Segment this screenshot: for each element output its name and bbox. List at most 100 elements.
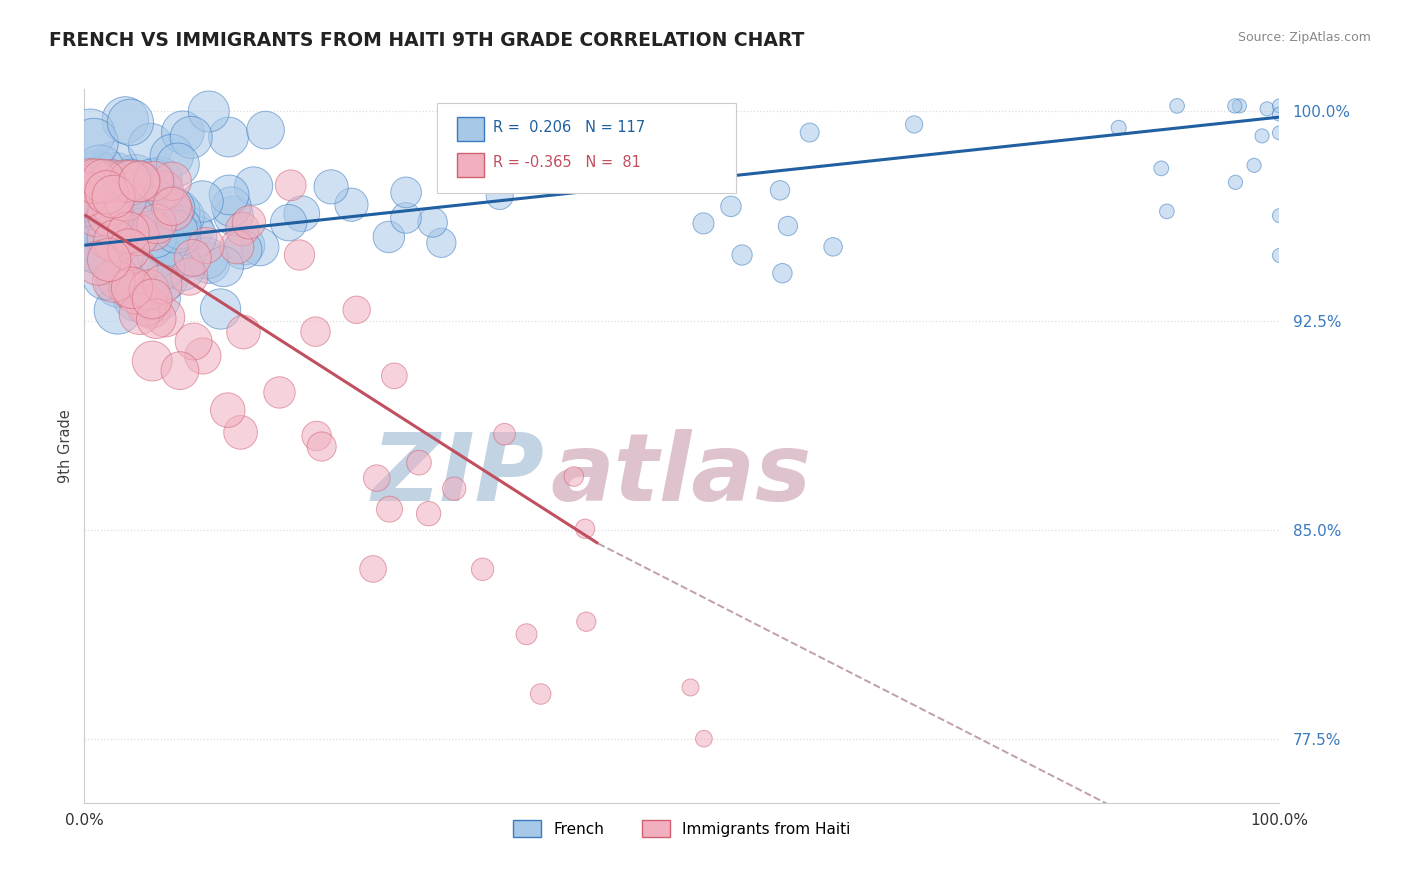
- Point: [107, 271, 129, 285]
- Point: [131, 202, 153, 216]
- Point: [165, 225, 187, 239]
- Point: [198, 256, 221, 270]
- Point: [118, 243, 141, 257]
- Point: [269, 385, 291, 400]
- Point: [103, 189, 125, 203]
- Point: [103, 274, 125, 288]
- Point: [340, 198, 363, 212]
- Point: [169, 227, 191, 242]
- Point: [79, 127, 101, 141]
- Point: [172, 125, 194, 139]
- Point: [125, 286, 148, 301]
- Point: [155, 310, 177, 325]
- Point: [149, 172, 172, 186]
- Point: [97, 211, 120, 226]
- Point: [1268, 248, 1291, 262]
- Point: [172, 262, 194, 277]
- Point: [89, 198, 111, 212]
- Point: [127, 262, 149, 277]
- Point: [1225, 175, 1247, 189]
- Point: [1223, 99, 1246, 113]
- Point: [693, 731, 716, 746]
- Point: [232, 325, 254, 339]
- Point: [231, 243, 253, 257]
- Point: [242, 179, 264, 194]
- Point: [162, 225, 184, 239]
- Point: [644, 165, 666, 179]
- Text: R =  0.206   N = 117: R = 0.206 N = 117: [494, 120, 645, 135]
- Point: [799, 126, 821, 140]
- Point: [145, 217, 167, 231]
- Point: [1268, 126, 1291, 140]
- Point: [87, 174, 110, 188]
- Point: [135, 298, 157, 312]
- Point: [96, 186, 118, 200]
- Point: [98, 201, 121, 215]
- Point: [231, 222, 253, 236]
- Point: [128, 307, 150, 321]
- Point: [96, 227, 118, 242]
- Point: [238, 215, 260, 229]
- Point: [83, 200, 105, 214]
- Point: [181, 251, 204, 265]
- Point: [679, 681, 702, 695]
- Point: [395, 186, 418, 200]
- Point: [86, 242, 108, 256]
- Point: [184, 229, 207, 244]
- Point: [235, 238, 257, 252]
- Point: [104, 234, 127, 248]
- Point: [562, 469, 585, 483]
- Point: [162, 201, 184, 215]
- Point: [167, 204, 190, 219]
- Point: [305, 429, 328, 443]
- Point: [488, 189, 510, 203]
- Text: FRENCH VS IMMIGRANTS FROM HAITI 9TH GRADE CORRELATION CHART: FRENCH VS IMMIGRANTS FROM HAITI 9TH GRAD…: [49, 31, 804, 50]
- Point: [142, 174, 165, 188]
- Point: [128, 175, 150, 189]
- Text: R = -0.365   N =  81: R = -0.365 N = 81: [494, 155, 641, 170]
- Point: [103, 158, 125, 172]
- Point: [101, 197, 124, 211]
- Point: [183, 334, 205, 349]
- Point: [114, 193, 136, 207]
- Point: [98, 210, 121, 224]
- Point: [280, 178, 302, 193]
- Point: [249, 240, 271, 254]
- Point: [114, 174, 136, 188]
- Point: [288, 248, 311, 262]
- Point: [131, 190, 153, 204]
- Point: [1156, 204, 1178, 219]
- Point: [1227, 99, 1250, 113]
- Point: [378, 502, 401, 516]
- Point: [79, 174, 101, 188]
- Point: [225, 240, 247, 254]
- Point: [169, 363, 191, 377]
- Point: [120, 115, 142, 129]
- Point: [254, 123, 277, 137]
- Point: [138, 283, 160, 297]
- Point: [361, 562, 384, 576]
- Point: [776, 219, 799, 233]
- Point: [124, 170, 146, 185]
- Point: [170, 252, 193, 266]
- Point: [195, 238, 218, 252]
- Point: [229, 425, 252, 440]
- Point: [277, 216, 299, 230]
- Point: [141, 354, 163, 368]
- Point: [575, 615, 598, 629]
- Point: [125, 204, 148, 219]
- Point: [291, 207, 314, 221]
- Point: [516, 627, 538, 641]
- Point: [212, 260, 235, 274]
- Point: [100, 177, 122, 191]
- Point: [114, 113, 136, 128]
- Point: [118, 281, 141, 295]
- Point: [117, 226, 139, 240]
- Point: [1150, 161, 1173, 176]
- Point: [121, 281, 143, 295]
- Point: [112, 248, 135, 262]
- Point: [198, 104, 221, 119]
- Point: [153, 197, 176, 211]
- Point: [366, 471, 388, 485]
- Point: [98, 244, 121, 258]
